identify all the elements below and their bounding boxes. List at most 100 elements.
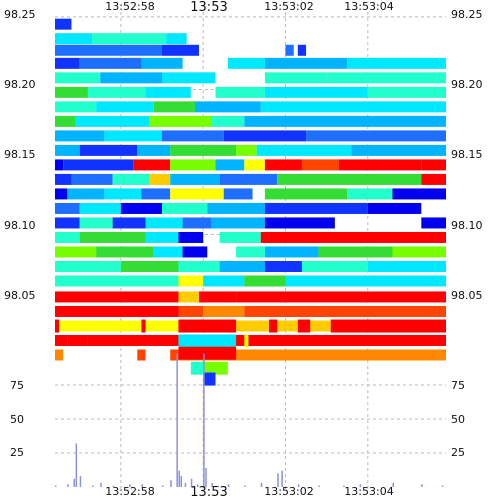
heat-cell-9-2 (137, 144, 171, 156)
volume-bar-24 (260, 482, 263, 487)
lower-cell-1-1 (244, 334, 249, 348)
volume-bar-23 (244, 485, 246, 487)
heat-cell-10-6 (264, 159, 302, 171)
heat-cell-3-3 (227, 57, 265, 69)
heat-cell-14-3 (145, 217, 183, 229)
volume-bar-3 (75, 443, 78, 487)
heat-cell-23-1 (137, 349, 146, 361)
heat-cell-4-1 (100, 72, 163, 84)
heat-cell-5-3 (215, 86, 265, 98)
heat-cell-11-2 (112, 173, 150, 185)
heat-cell-17-5 (301, 260, 368, 272)
heat-cell-18-2 (203, 275, 245, 287)
heat-cell-7-4 (244, 115, 446, 127)
ladder-heatmap (55, 18, 446, 361)
heat-cell-19-2 (199, 291, 237, 303)
volume-tick-right-1: 50 (451, 413, 465, 426)
heat-cell-17-2 (178, 260, 220, 272)
heat-cell-13-0 (55, 202, 80, 214)
heat-cell-20-0 (55, 305, 179, 317)
heat-cell-10-7 (301, 159, 339, 171)
heat-cell-12-8 (392, 188, 446, 200)
price-tick-right-4: 98.05 (451, 289, 483, 302)
heat-cell-7-3 (211, 115, 245, 127)
heat-cell-3-5 (347, 57, 446, 69)
heat-cell-17-3 (219, 260, 265, 272)
heat-cell-6-1 (96, 101, 154, 113)
heat-cell-14-4 (182, 217, 212, 229)
heat-cell-4-2 (162, 72, 216, 84)
x-tick-bottom-0: 13:52:58 (105, 485, 154, 498)
volume-bar-30 (359, 484, 362, 487)
lower-cell-0-1 (141, 319, 146, 333)
heat-cell-1-2 (166, 33, 187, 45)
heat-cell-18-4 (285, 275, 446, 287)
heat-cell-17-0 (55, 260, 121, 272)
heat-cell-5-5 (367, 86, 446, 98)
heat-cell-9-1 (79, 144, 138, 156)
heat-cell-11-4 (170, 173, 220, 185)
heat-cell-19-3 (236, 291, 446, 303)
heat-cell-22-0 (55, 334, 68, 346)
heat-cell-20-2 (203, 305, 245, 317)
heat-cell-17-4 (264, 260, 302, 272)
heat-cell-10-9 (421, 159, 446, 171)
heat-cell-9-5 (256, 144, 352, 156)
heat-cell-8-0 (55, 130, 105, 142)
volume-bar-0 (55, 485, 57, 487)
volume-bar-31 (392, 482, 394, 487)
heat-cell-10-8 (338, 159, 422, 171)
heat-cell-4-0 (55, 72, 101, 84)
heat-cell-23-3 (178, 349, 446, 361)
heat-cell-16-1 (96, 246, 154, 258)
heat-cell-2-3 (297, 44, 307, 56)
volume-bar-28 (318, 485, 320, 487)
heat-cell-18-3 (244, 275, 286, 287)
lower-cell-1-0 (178, 334, 237, 348)
price-tick-left-0: 98.25 (4, 8, 36, 21)
volume-bar-2 (73, 478, 76, 487)
heat-cell-20-3 (244, 305, 446, 317)
heat-cell-23-0 (55, 349, 64, 361)
volume-bar-19 (205, 467, 207, 487)
x-tick-top-2: 13:53:02 (264, 0, 313, 13)
heat-cell-12-5 (223, 188, 253, 200)
heat-cell-10-3 (170, 159, 216, 171)
volume-bar-1 (67, 484, 69, 487)
heat-cell-17-6 (367, 260, 446, 272)
volume-bar-21 (217, 485, 220, 487)
heat-cell-6-3 (194, 101, 261, 113)
price-tick-left-3: 98.10 (4, 219, 36, 232)
volume-bar-18 (203, 353, 205, 487)
volume-bar-10 (162, 485, 164, 487)
heat-cell-20-1 (178, 305, 204, 317)
volume-tick-left-2: 25 (10, 446, 24, 459)
lower-cell-0-3 (178, 319, 237, 333)
price-tick-right-0: 98.25 (451, 8, 483, 21)
heat-cell-18-0 (55, 275, 179, 287)
price-tick-right-2: 98.15 (451, 148, 483, 161)
heat-cell-6-4 (260, 101, 446, 113)
heat-cell-7-0 (55, 115, 76, 127)
heat-cell-3-0 (55, 57, 80, 69)
heat-cell-12-3 (141, 188, 171, 200)
price-tick-right-3: 98.10 (451, 219, 483, 232)
heat-cell-8-4 (306, 130, 446, 142)
heat-cell-12-1 (67, 188, 105, 200)
heat-cell-13-2 (120, 202, 163, 214)
heat-cell-16-5 (264, 246, 319, 258)
heat-cell-11-7 (392, 173, 422, 185)
heat-cell-5-0 (55, 86, 88, 98)
volume-bar-5 (92, 485, 94, 487)
heat-cell-14-7 (421, 217, 446, 229)
heat-cell-15-3 (178, 231, 204, 243)
heat-cell-19-1 (178, 291, 200, 303)
volume-bar-14 (180, 476, 183, 487)
heat-cell-9-6 (351, 144, 446, 156)
heat-cell-4-3 (264, 72, 327, 84)
heat-cell-22-2 (87, 334, 179, 346)
heat-cell-7-1 (75, 115, 150, 127)
heat-cell-14-6 (264, 217, 335, 229)
heat-cell-17-1 (120, 260, 179, 272)
